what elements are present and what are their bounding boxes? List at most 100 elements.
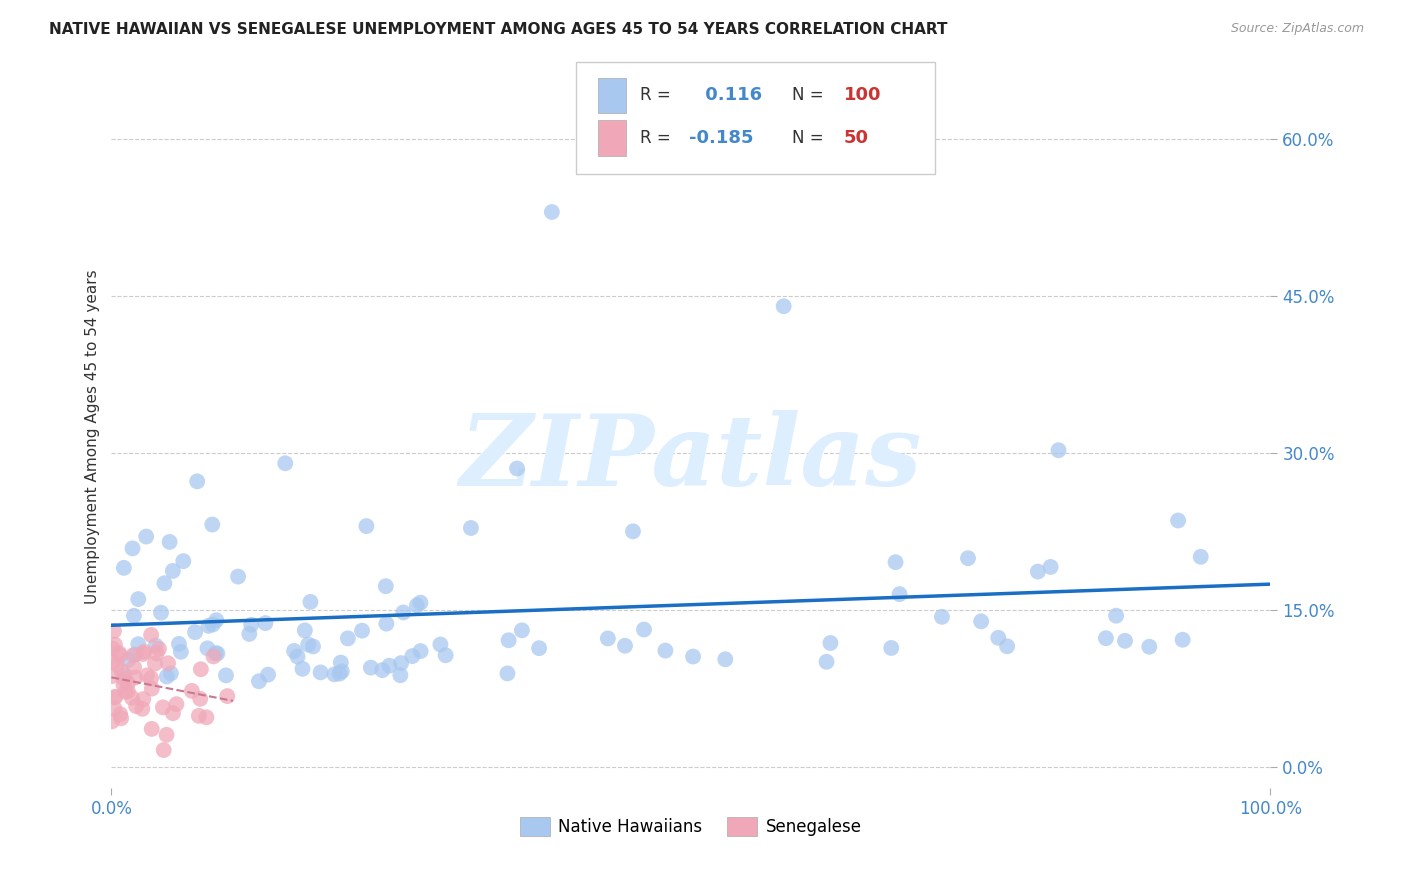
Point [112, 561, 135, 575]
Point [139, 671, 162, 685]
Point [197, 641, 219, 656]
Point [820, 636, 842, 650]
Point [283, 644, 305, 658]
Point [186, 475, 208, 489]
Text: 100: 100 [844, 87, 882, 104]
Point [392, 606, 415, 620]
Point [1095, 631, 1118, 645]
Point [165, 697, 187, 711]
Point [970, 615, 993, 629]
Point [132, 692, 155, 706]
Point [1047, 443, 1070, 458]
Point [127, 637, 149, 651]
Point [162, 706, 184, 721]
Point [122, 660, 145, 674]
Point [122, 608, 145, 623]
Point [124, 670, 146, 684]
Point [323, 667, 346, 681]
Point [714, 652, 737, 666]
Point [460, 521, 482, 535]
Point [117, 653, 139, 667]
Point [187, 709, 209, 723]
Y-axis label: Unemployment Among Ages 45 to 54 years: Unemployment Among Ages 45 to 54 years [86, 269, 100, 605]
Point [956, 551, 979, 566]
Point [101, 669, 124, 683]
Point [880, 640, 903, 655]
Point [375, 616, 398, 631]
Text: R =: R = [640, 87, 671, 104]
Point [117, 676, 139, 690]
Text: Source: ZipAtlas.com: Source: ZipAtlas.com [1230, 22, 1364, 36]
Point [148, 641, 170, 656]
Point [112, 672, 135, 686]
Point [226, 569, 249, 583]
Point [506, 461, 529, 475]
Point [197, 619, 219, 633]
Point [156, 669, 179, 683]
Point [125, 699, 148, 714]
Point [498, 633, 520, 648]
Point [889, 587, 911, 601]
Point [101, 714, 124, 729]
Point [110, 707, 132, 722]
Point [330, 665, 353, 679]
Point [108, 648, 131, 663]
Point [371, 663, 394, 677]
Point [155, 728, 177, 742]
Point [309, 665, 332, 680]
Point [127, 592, 149, 607]
Point [134, 645, 156, 659]
Point [352, 624, 374, 638]
Text: N =: N = [792, 129, 823, 147]
Point [201, 617, 224, 632]
Point [496, 666, 519, 681]
Point [170, 645, 193, 659]
Point [152, 743, 174, 757]
Point [596, 632, 619, 646]
Point [124, 648, 146, 662]
Point [614, 639, 637, 653]
Point [122, 648, 145, 662]
Text: -0.185: -0.185 [689, 129, 754, 147]
Point [254, 616, 277, 631]
Point [510, 624, 533, 638]
Point [141, 722, 163, 736]
Point [884, 555, 907, 569]
Point [336, 632, 359, 646]
Point [238, 627, 260, 641]
Point [145, 639, 167, 653]
Point [162, 564, 184, 578]
Point [117, 684, 139, 698]
Legend: Native Hawaiians, Senegalese: Native Hawaiians, Senegalese [513, 810, 869, 843]
Point [167, 637, 190, 651]
Point [995, 640, 1018, 654]
Point [190, 662, 212, 676]
Point [121, 690, 143, 705]
Point [633, 623, 655, 637]
Point [287, 649, 309, 664]
Text: NATIVE HAWAIIAN VS SENEGALESE UNEMPLOYMENT AMONG AGES 45 TO 54 YEARS CORRELATION: NATIVE HAWAIIAN VS SENEGALESE UNEMPLOYME… [49, 22, 948, 37]
Point [434, 648, 457, 663]
Point [815, 655, 838, 669]
Point [360, 660, 382, 674]
Point [409, 644, 432, 658]
Point [1167, 514, 1189, 528]
Point [104, 690, 127, 704]
Point [205, 613, 228, 627]
Point [131, 702, 153, 716]
Point [195, 710, 218, 724]
Point [152, 700, 174, 714]
Point [114, 668, 136, 682]
Point [682, 649, 704, 664]
Point [302, 640, 325, 654]
Point [104, 638, 127, 652]
Point [153, 576, 176, 591]
Point [215, 668, 238, 682]
Point [409, 596, 432, 610]
Point [389, 656, 412, 670]
Point [101, 655, 124, 669]
Point [987, 631, 1010, 645]
Point [136, 668, 159, 682]
Text: 0.116: 0.116 [699, 87, 762, 104]
Text: R =: R = [640, 129, 671, 147]
